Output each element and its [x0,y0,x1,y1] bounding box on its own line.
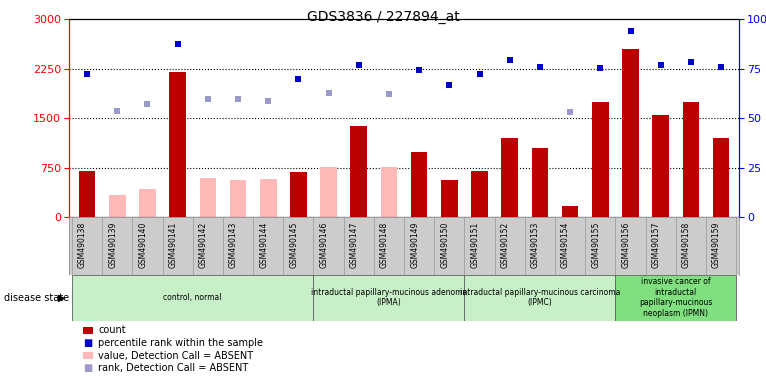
Bar [653,115,669,217]
Bar [72,275,313,321]
Text: GSM490159: GSM490159 [712,222,721,268]
Text: GSM490145: GSM490145 [290,222,299,268]
Bar [561,207,578,217]
Text: GSM490138: GSM490138 [78,222,87,268]
Text: GSM490153: GSM490153 [531,222,540,268]
Bar [109,195,126,217]
Text: GSM490157: GSM490157 [652,222,661,268]
Text: GSM490154: GSM490154 [561,222,570,268]
Bar [683,102,699,217]
Bar [79,171,95,217]
Bar [290,172,306,217]
Bar [199,178,216,217]
Text: rank, Detection Call = ABSENT: rank, Detection Call = ABSENT [98,363,248,373]
Text: GSM490150: GSM490150 [440,222,450,268]
Bar [381,167,398,217]
Bar [471,171,488,217]
Bar [313,275,464,321]
Bar [592,102,609,217]
Bar [713,138,729,217]
Text: GSM490143: GSM490143 [229,222,238,268]
Bar [320,167,337,217]
Text: GSM490156: GSM490156 [621,222,630,268]
Text: GSM490144: GSM490144 [259,222,268,268]
Bar [441,180,457,217]
Text: GSM490149: GSM490149 [410,222,419,268]
Text: ■: ■ [83,363,93,373]
Text: GSM490151: GSM490151 [470,222,480,268]
Text: GSM490141: GSM490141 [169,222,178,268]
Bar [622,49,639,217]
Text: GSM490142: GSM490142 [199,222,208,268]
Text: GSM490147: GSM490147 [350,222,358,268]
Bar [139,189,155,217]
Bar [464,275,615,321]
Bar [230,180,247,217]
Text: invasive cancer of
intraductal
papillary-mucinous
neoplasm (IPMN): invasive cancer of intraductal papillary… [639,278,712,318]
Text: count: count [98,325,126,335]
Text: GSM490140: GSM490140 [139,222,147,268]
Text: GSM490148: GSM490148 [380,222,389,268]
Text: ▶: ▶ [57,293,65,303]
Text: GSM490158: GSM490158 [682,222,691,268]
Bar [532,148,548,217]
Text: ■: ■ [83,338,93,348]
Text: GDS3836 / 227894_at: GDS3836 / 227894_at [306,10,460,23]
Text: GSM490152: GSM490152 [501,222,509,268]
Text: GSM490139: GSM490139 [108,222,117,268]
Bar [260,179,277,217]
Text: intraductal papillary-mucinous adenoma
(IPMA): intraductal papillary-mucinous adenoma (… [311,288,467,307]
Text: intraductal papillary-mucinous carcinoma
(IPMC): intraductal papillary-mucinous carcinoma… [460,288,620,307]
Bar [411,152,427,217]
Text: control, normal: control, normal [163,293,222,302]
Text: value, Detection Call = ABSENT: value, Detection Call = ABSENT [98,351,254,361]
Text: GSM490146: GSM490146 [319,222,329,268]
Bar [615,275,736,321]
Text: disease state: disease state [4,293,69,303]
Bar [351,126,367,217]
Bar [169,72,186,217]
Text: GSM490155: GSM490155 [591,222,601,268]
Text: percentile rank within the sample: percentile rank within the sample [98,338,263,348]
Bar [502,138,518,217]
